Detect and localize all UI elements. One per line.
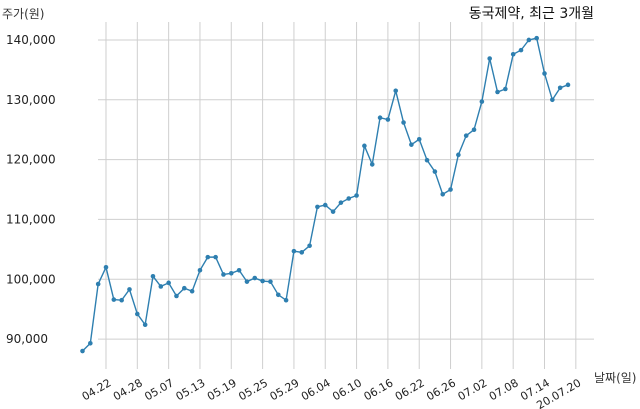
data-point-16: [205, 254, 211, 260]
data-point-1: [88, 340, 93, 346]
x-tick-label-10: 06.22: [393, 376, 427, 403]
x-tick-label-0: 04.22: [80, 376, 114, 403]
data-point-28: [299, 250, 305, 255]
data-point-11: [166, 280, 171, 286]
data-point-27: [291, 248, 297, 254]
data-point-23: [260, 278, 265, 284]
y-tick-label-5: 140,000: [6, 33, 56, 47]
data-point-19: [228, 270, 234, 276]
x-tick-label-7: 06.04: [299, 376, 333, 403]
data-point-35: [354, 193, 359, 198]
data-point-48: [456, 152, 461, 158]
data-point-29: [307, 243, 312, 249]
y-tick-label-4: 130,000: [6, 93, 56, 107]
x-tick-label-6: 05.29: [268, 376, 302, 403]
chart-title: 동국제약, 최근 3개월: [469, 6, 594, 22]
data-point-25: [275, 292, 281, 298]
x-tick-label-4: 05.19: [205, 376, 239, 403]
data-point-3: [103, 264, 109, 270]
data-point-45: [432, 169, 438, 174]
data-point-37: [369, 162, 375, 167]
data-point-32: [330, 209, 336, 214]
x-ticks: 04.2204.2805.0705.1305.1905.2505.2906.04…: [80, 376, 584, 409]
x-axis-label: 날짜(일): [594, 371, 636, 385]
data-point-14: [189, 288, 195, 294]
y-ticks: 90,000 100,000 110,000 120,000 130,000 140,00…: [6, 33, 56, 346]
data-point-0: [80, 348, 85, 354]
data-point-39: [385, 117, 391, 122]
x-tick-label-2: 05.07: [142, 376, 176, 403]
data-point-47: [448, 187, 453, 192]
data-point-12: [174, 293, 179, 299]
data-point-51: [479, 99, 485, 104]
data-point-43: [416, 136, 422, 142]
data-point-8: [142, 322, 148, 328]
x-tick-label-13: 07.08: [487, 376, 521, 403]
data-point-42: [409, 142, 414, 147]
data-point-40: [393, 88, 399, 94]
data-point-2: [95, 281, 101, 287]
data-point-36: [362, 143, 367, 149]
data-point-26: [283, 297, 289, 303]
data-point-13: [182, 285, 187, 291]
y-tick-label-3: 120,000: [6, 153, 56, 167]
data-point-10: [158, 284, 164, 289]
data-point-22: [252, 275, 258, 281]
data-point-17: [213, 254, 218, 260]
y-tick-label-2: 110,000: [6, 212, 56, 226]
data-point-38: [377, 115, 383, 121]
data-point-57: [526, 37, 532, 43]
data-point-21: [244, 279, 250, 284]
x-tick-label-11: 06.26: [424, 376, 458, 403]
data-point-46: [440, 192, 446, 197]
data-point-7: [135, 311, 140, 317]
y-tick-label-0: 90,000: [6, 332, 48, 346]
y-tick-label-1: 100,000: [6, 272, 56, 286]
data-point-24: [268, 279, 273, 284]
data-point-55: [510, 52, 516, 57]
data-point-4: [111, 297, 117, 302]
data-point-20: [236, 267, 242, 273]
data-point-61: [557, 85, 563, 91]
data-point-9: [150, 273, 156, 279]
data-point-58: [534, 35, 539, 41]
data-point-49: [463, 133, 469, 138]
grid: [98, 22, 594, 369]
data-point-52: [487, 56, 492, 61]
data-point-56: [518, 47, 524, 53]
data-point-15: [197, 267, 203, 273]
x-tick-label-9: 06.16: [362, 376, 396, 403]
data-point-5: [119, 297, 124, 303]
price-points: [80, 35, 571, 354]
data-point-31: [322, 202, 328, 208]
x-tick-label-12: 07.02: [456, 376, 490, 403]
x-tick-label-8: 06.10: [330, 376, 364, 403]
data-point-18: [221, 272, 226, 277]
x-tick-label-5: 05.25: [236, 376, 270, 403]
data-point-33: [338, 200, 344, 205]
x-tick-label-1: 04.28: [111, 376, 145, 403]
data-point-62: [565, 82, 571, 88]
data-point-6: [127, 287, 132, 292]
data-point-53: [495, 89, 500, 95]
data-point-34: [346, 196, 352, 201]
data-point-30: [315, 204, 320, 210]
y-axis-label: 주가(원): [2, 7, 44, 21]
x-tick-label-3: 05.13: [174, 376, 208, 403]
data-point-54: [503, 86, 508, 92]
data-point-44: [424, 157, 430, 163]
data-point-41: [401, 120, 406, 125]
data-point-60: [550, 97, 555, 103]
data-point-59: [542, 71, 547, 76]
data-point-50: [471, 127, 477, 132]
